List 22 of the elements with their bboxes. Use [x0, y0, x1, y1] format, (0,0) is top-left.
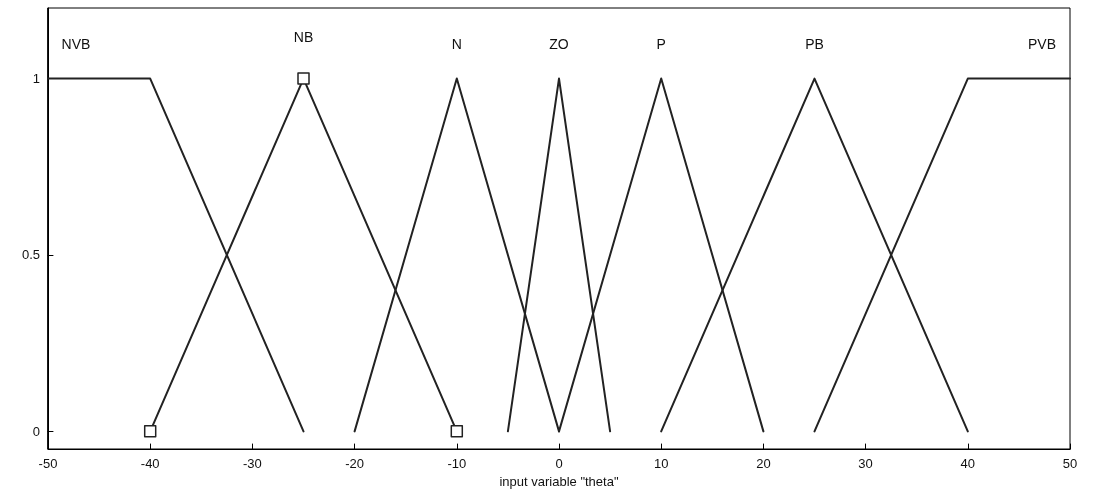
x-axis-title: input variable "theta"	[499, 473, 619, 489]
text: ZO	[549, 35, 569, 52]
y-tick-label: 0.5	[21, 247, 40, 263]
y-tick-label: 0	[32, 423, 40, 439]
series-label: P	[656, 35, 666, 52]
series-label: NVB	[61, 35, 91, 52]
y-tick-label: 1	[32, 71, 40, 87]
x-tick-label: -30	[243, 456, 262, 471]
x-tick-label: 40	[960, 456, 976, 471]
x-tick-label: 0	[555, 456, 563, 471]
text: NB	[293, 29, 314, 46]
x-tick-label: -50	[38, 456, 58, 471]
series-label: N	[451, 35, 462, 52]
x-tick-label: -10	[447, 456, 467, 471]
text: PB	[805, 35, 824, 52]
x-tick-label: -20	[345, 456, 364, 471]
x-tick-label: 10	[653, 456, 669, 471]
x-tick-label: 30	[858, 456, 873, 471]
x-tick-label: 20	[756, 456, 771, 471]
series-label: PVB	[1027, 35, 1057, 52]
x-tick-label: 50	[1062, 456, 1078, 471]
x-tick-label: -40	[140, 456, 160, 471]
